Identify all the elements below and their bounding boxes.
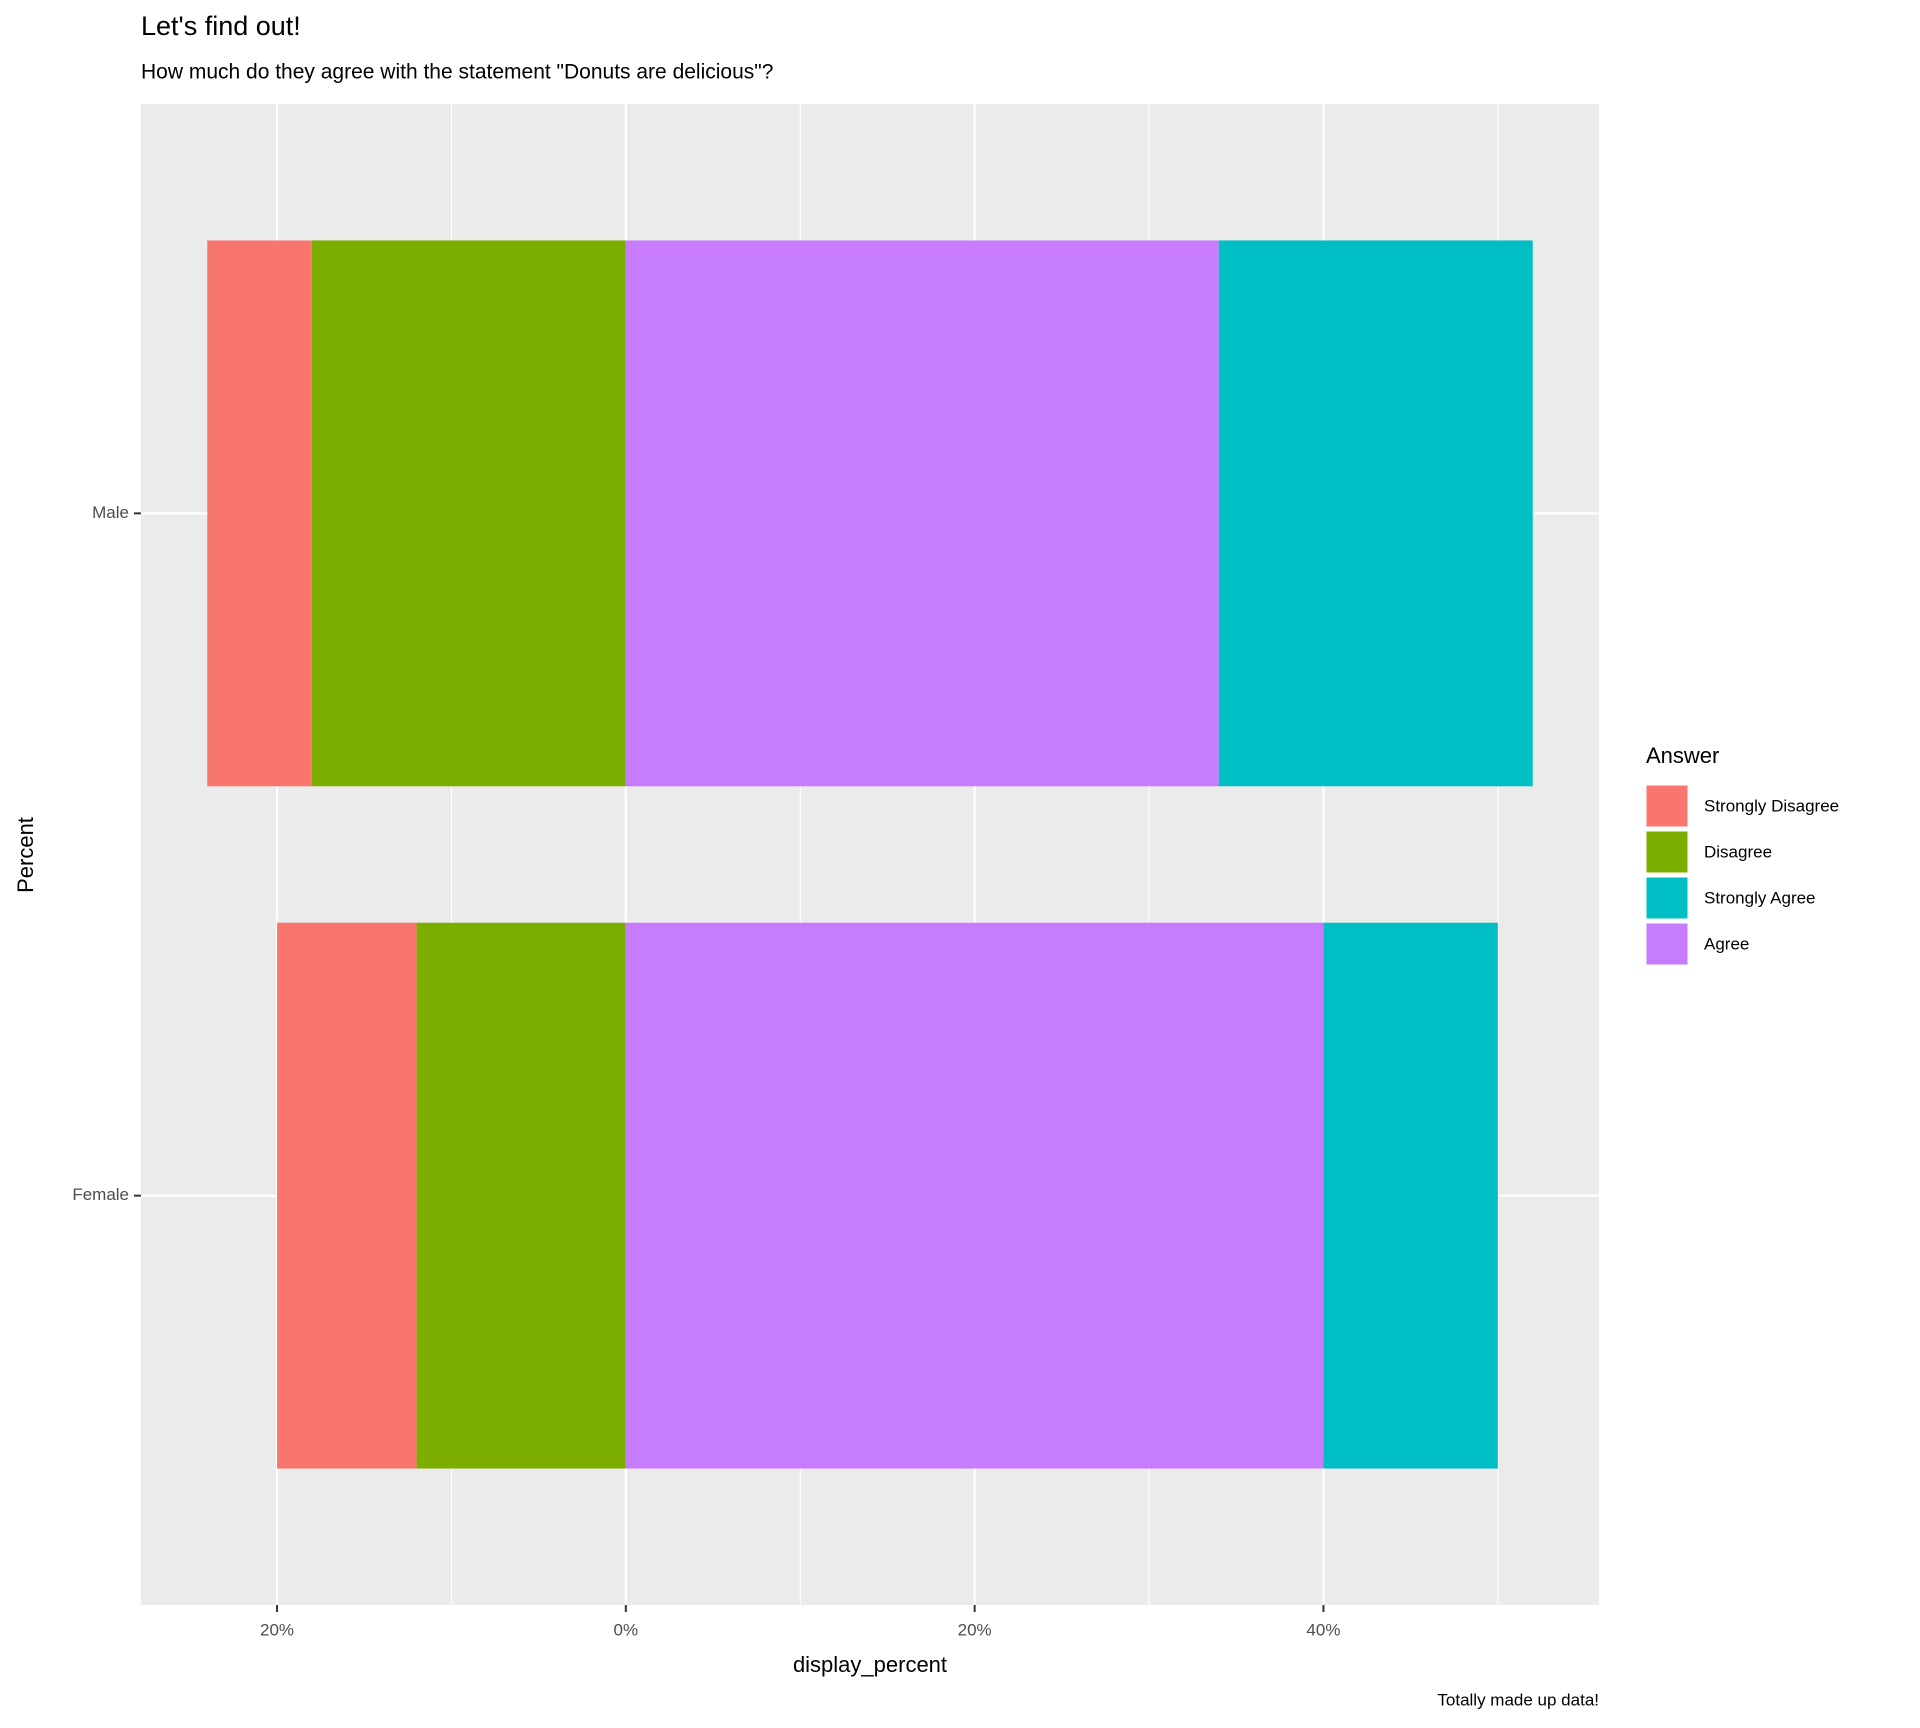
x-tick-label: 40% <box>1306 1620 1340 1639</box>
x-axis-title: display_percent <box>793 1652 947 1677</box>
legend-key <box>1645 876 1689 920</box>
bar-segment <box>311 240 626 787</box>
bar-segment <box>416 922 626 1469</box>
legend-key <box>1645 922 1689 966</box>
chart-title: Let's find out! <box>141 11 301 41</box>
legend-key <box>1645 830 1689 874</box>
bar-segment <box>1218 240 1533 787</box>
legend-label: Agree <box>1704 934 1749 953</box>
bar-segment <box>625 240 1219 787</box>
legend-key <box>1645 784 1689 828</box>
bar-segment <box>1323 922 1498 1469</box>
y-axis-title: Percent <box>13 817 38 893</box>
legend-title: Answer <box>1646 743 1719 768</box>
caption: Totally made up data! <box>1437 1690 1599 1709</box>
legend-label: Strongly Disagree <box>1704 796 1839 815</box>
bar-segment <box>277 922 417 1469</box>
legend-label: Strongly Agree <box>1704 888 1816 907</box>
x-tick-label: 20% <box>958 1620 992 1639</box>
x-tick-label: 20% <box>260 1620 294 1639</box>
x-tick-label: 0% <box>614 1620 639 1639</box>
y-tick-label: Female <box>72 1185 129 1204</box>
legend-label: Disagree <box>1704 842 1772 861</box>
y-tick-label: Male <box>92 503 129 522</box>
chart-subtitle: How much do they agree with the statemen… <box>141 61 773 84</box>
bar-segment <box>625 922 1324 1469</box>
bar-segment <box>207 240 312 787</box>
